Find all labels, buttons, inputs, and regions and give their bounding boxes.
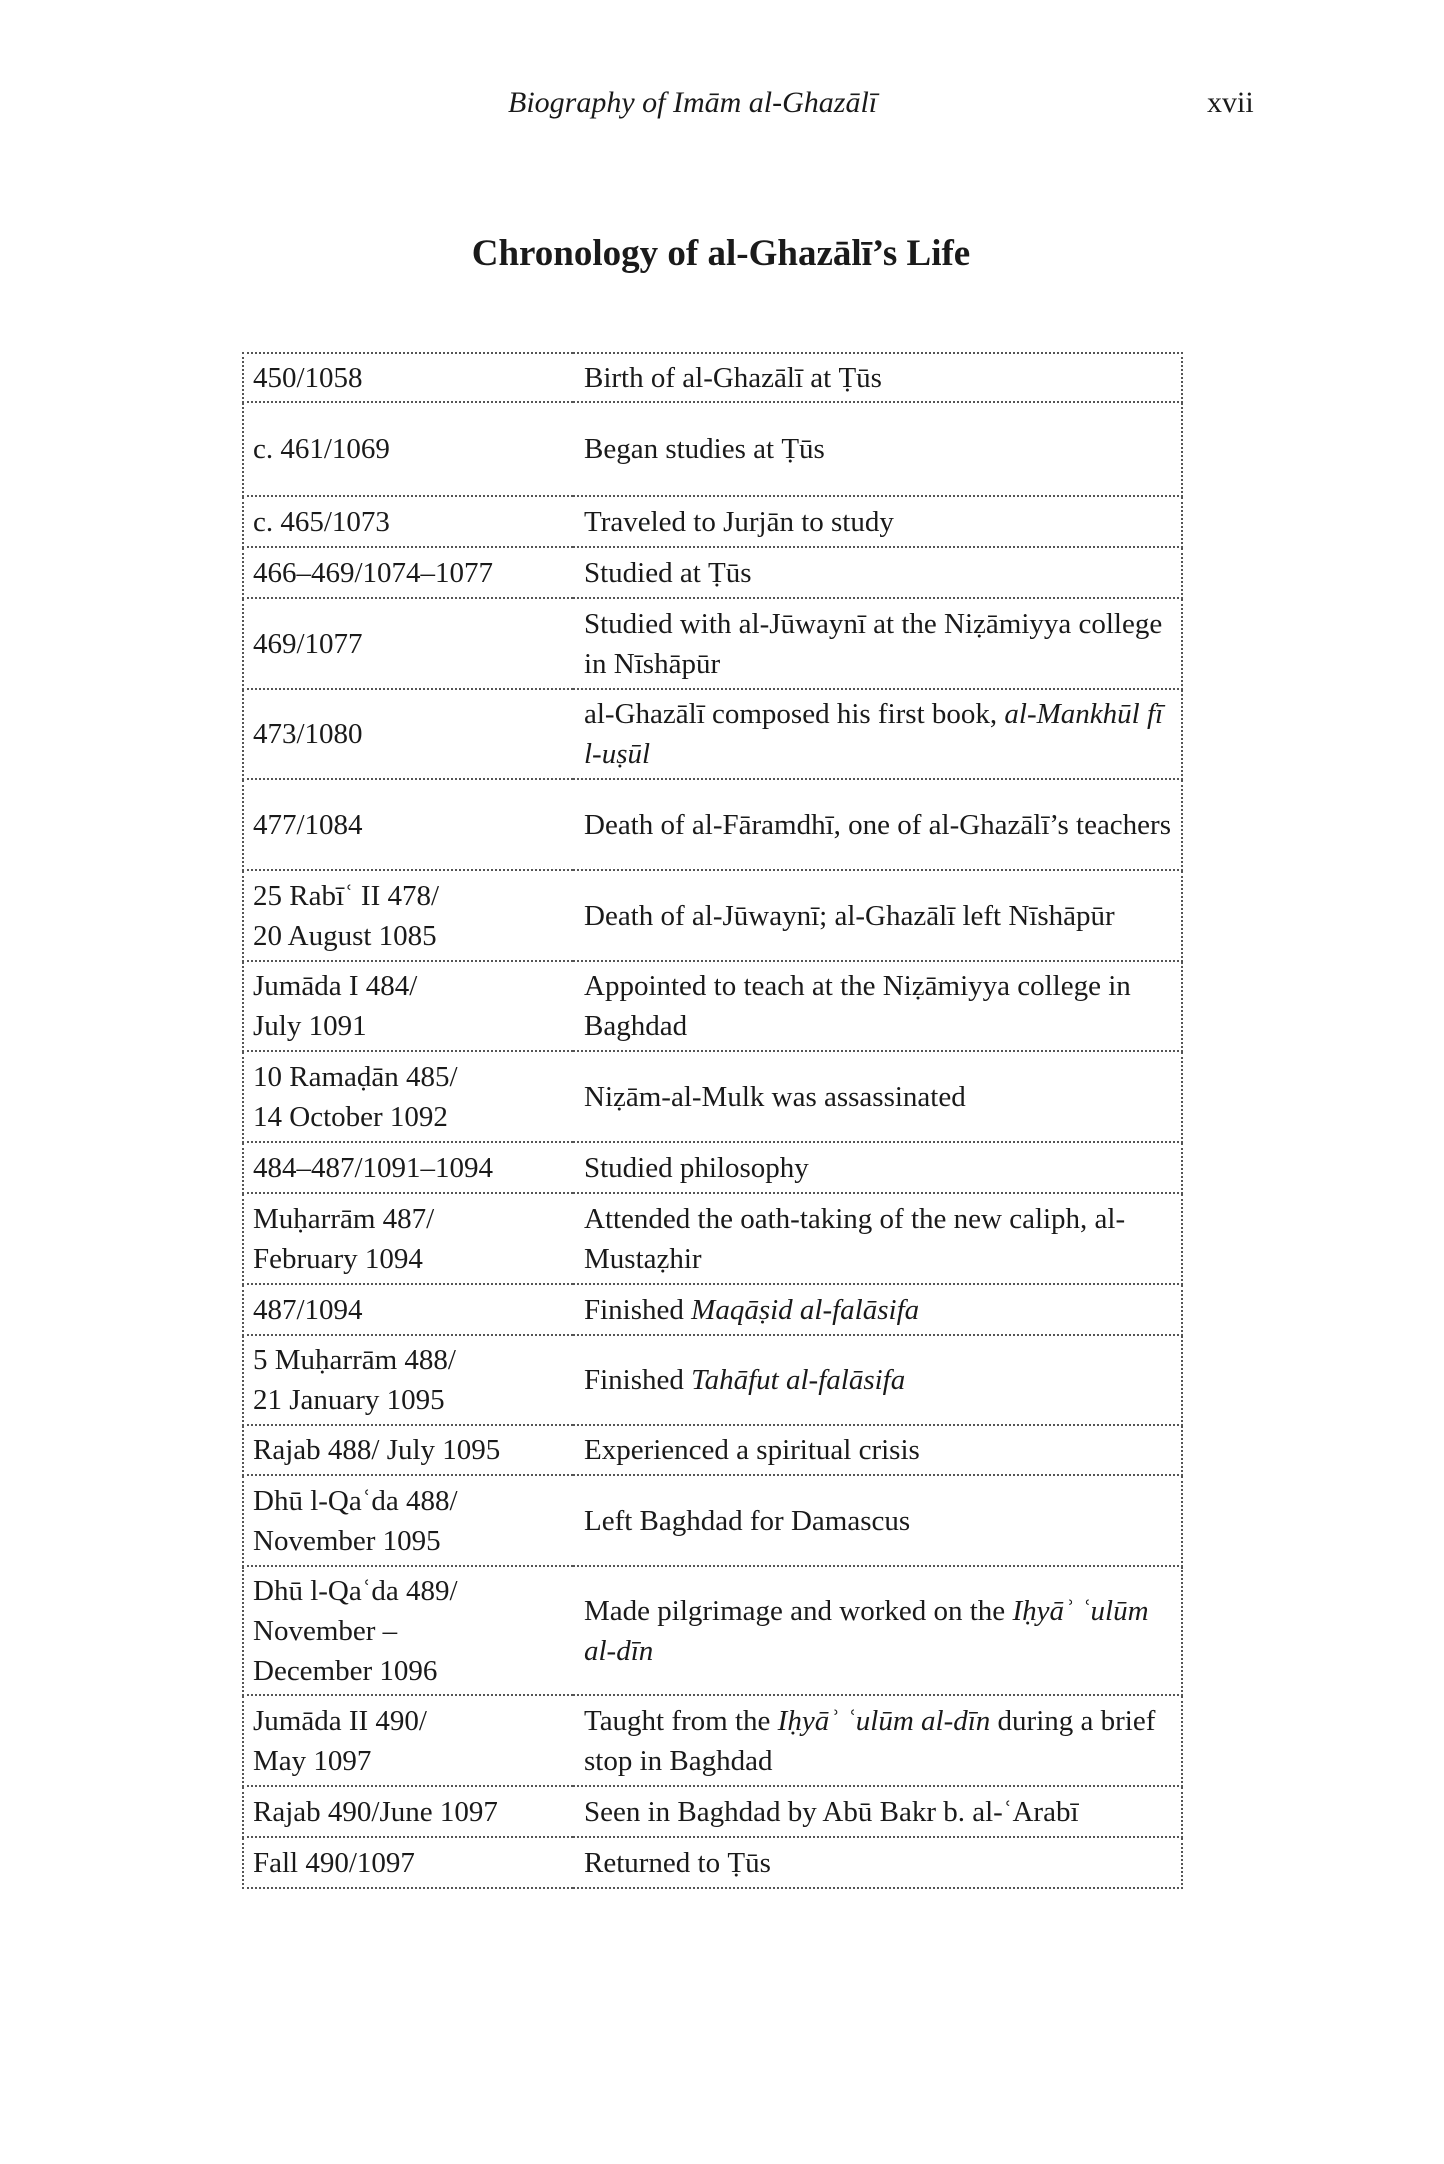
event-title-italic: al-Mankhūl fī l-uṣūl: [584, 698, 1164, 770]
event-text: Made pilgrimage and worked on the: [584, 1594, 1013, 1627]
event-text: Attended the oath-taking of the new cali…: [584, 1202, 1126, 1275]
date-cell: 473/1080: [242, 688, 573, 780]
event-cell: Finished Maqāṣid al-falāsifa: [573, 1283, 1183, 1336]
event-text: Finished: [584, 1364, 692, 1396]
date-cell: Rajab 488/ July 1095: [242, 1424, 573, 1476]
table-row: Jumāda I 484/July 1091 Appointed to teach…: [242, 960, 1183, 1052]
date-cell: 5 Muḥarrām 488/21 January 1095: [242, 1334, 573, 1426]
event-cell: Attended the oath-taking of the new cali…: [573, 1192, 1183, 1285]
date-cell: Jumāda I 484/July 1091: [242, 960, 573, 1052]
event-cell: Death of al-Jūwaynī; al-Ghazālī left Nīs…: [573, 869, 1183, 962]
table-row: Jumāda II 490/May 1097 Taught from the Iḥ…: [242, 1694, 1183, 1787]
table-row: 450/1058 Birth of al-Ghazālī at Ṭūs: [242, 352, 1183, 403]
page-title: Chronology of al-Ghazālī’s Life: [0, 232, 1444, 275]
table-row: Dhū l-Qaʿda 489/November – December 1096 M…: [242, 1565, 1183, 1696]
event-cell: Appointed to teach at the Niẓāmiyya coll…: [573, 960, 1183, 1052]
date-cell: Rajab 490/June 1097: [242, 1785, 573, 1838]
table-row: 487/1094 Finished Maqāṣid al-falāsifa: [242, 1283, 1183, 1336]
event-text: Returned to Ṭūs: [584, 1846, 771, 1879]
event-text: during a brief stop in Baghdad: [584, 1704, 1156, 1777]
event-cell: Studied at Ṭūs: [573, 546, 1183, 599]
date-cell: 25 Rabīʿ II 478/20 August 1085: [242, 869, 573, 962]
event-text: Niẓām-al-Mulk was assassinated: [584, 1080, 966, 1113]
date-cell: 450/1058: [242, 352, 573, 403]
event-cell: Made pilgrimage and worked on the Iḥyāʾ …: [573, 1565, 1183, 1696]
table-row: Rajab 490/June 1097 Seen in Baghdad by Ab…: [242, 1785, 1183, 1838]
event-text: Taught from the: [584, 1704, 778, 1737]
event-cell: Left Baghdad for Damascus: [573, 1474, 1183, 1567]
table-row: Rajab 488/ July 1095 Experienced a spirit…: [242, 1424, 1183, 1476]
event-text: al-Ghazālī composed his first book,: [584, 698, 1005, 730]
event-text: Death of al-Jūwaynī; al-Ghazālī left Nīs…: [584, 899, 1115, 932]
event-cell: Traveled to Jurjān to study: [573, 495, 1183, 548]
event-text: Left Baghdad for Damascus: [584, 1504, 911, 1537]
date-cell: c. 465/1073: [242, 495, 573, 548]
event-cell: Niẓām-al-Mulk was assassinated: [573, 1050, 1183, 1143]
date-cell: Muḥarrām 487/February 1094: [242, 1192, 573, 1285]
event-cell: Began studies at Ṭūs: [573, 401, 1183, 497]
event-text: Studied philosophy: [584, 1151, 809, 1184]
event-cell: Birth of al-Ghazālī at Ṭūs: [573, 352, 1183, 403]
event-title-italic: Iḥyāʾ ʿulūm al-dīn: [777, 1704, 991, 1737]
table-row: Muḥarrām 487/February 1094 Attended the o…: [242, 1192, 1183, 1285]
event-text: Studied at Ṭūs: [584, 556, 752, 589]
date-cell: 10 Ramaḍān 485/14 October 1092: [242, 1050, 573, 1143]
event-cell: Finished Tahāfut al-falāsifa: [573, 1334, 1183, 1426]
event-text: Experienced a spiritual crisis: [584, 1434, 920, 1466]
date-cell: Jumāda II 490/May 1097: [242, 1694, 573, 1787]
event-text: Studied with al-Jūwaynī at the Niẓāmiyya…: [584, 607, 1163, 680]
event-cell: Studied philosophy: [573, 1141, 1183, 1194]
event-cell: Taught from the Iḥyāʾ ʿulūm al-dīn durin…: [573, 1694, 1183, 1787]
event-cell: al-Ghazālī composed his first book, al-M…: [573, 688, 1183, 780]
event-text: Appointed to teach at the Niẓāmiyya coll…: [584, 970, 1131, 1042]
date-cell: Fall 490/1097: [242, 1836, 573, 1889]
table-row: c. 461/1069 Began studies at Ṭūs: [242, 401, 1183, 497]
table-row: 466–469/1074–1077 Studied at Ṭūs: [242, 546, 1183, 599]
event-text: Traveled to Jurjān to study: [584, 505, 894, 538]
table-row: Dhū l-Qaʿda 488/November 1095 Left Baghda…: [242, 1474, 1183, 1567]
date-cell: c. 461/1069: [242, 401, 573, 497]
date-cell: 466–469/1074–1077: [242, 546, 573, 599]
page-title-text: Chronology of al-Ghazālī’s Life: [471, 233, 971, 274]
table-row: 469/1077 Studied with al-Jūwaynī at the N…: [242, 597, 1183, 690]
event-cell: Experienced a spiritual crisis: [573, 1424, 1183, 1476]
date-cell: 487/1094: [242, 1283, 573, 1336]
date-cell: Dhū l-Qaʿda 489/November – December 1096: [242, 1565, 573, 1696]
table-row: Fall 490/1097 Returned to Ṭūs: [242, 1836, 1183, 1889]
date-cell: 477/1084: [242, 778, 573, 871]
event-cell: Studied with al-Jūwaynī at the Niẓāmiyya…: [573, 597, 1183, 690]
event-text: Began studies at Ṭūs: [584, 433, 825, 465]
table-row: 477/1084 Death of al-Fāramdhī, one of al-…: [242, 778, 1183, 871]
event-title-italic: Iḥyāʾ ʿulūm al-dīn: [584, 1594, 1149, 1667]
event-title-italic: Maqāṣid al-falāsifa: [691, 1293, 920, 1326]
event-text: Finished: [584, 1293, 692, 1326]
event-text: Seen in Baghdad by Abū Bakr b. al-ʿArabī: [584, 1795, 1079, 1828]
running-head-title: Biography of Imām al-Ghazālī: [508, 86, 878, 119]
date-cell: Dhū l-Qaʿda 488/November 1095: [242, 1474, 573, 1567]
page-number: xvii: [1207, 86, 1254, 119]
chronology-table: 450/1058 Birth of al-Ghazālī at Ṭūs c. 461…: [242, 352, 1183, 1889]
date-cell: 484–487/1091–1094: [242, 1141, 573, 1194]
event-text: Death of al-Fāramdhī, one of al-Ghazālī’…: [584, 808, 1171, 841]
event-cell: Returned to Ṭūs: [573, 1836, 1183, 1889]
event-cell: Death of al-Fāramdhī, one of al-Ghazālī’…: [573, 778, 1183, 871]
table-row: 484–487/1091–1094 Studied philosophy: [242, 1141, 1183, 1194]
table-row: 473/1080 al-Ghazālī composed his first bo…: [242, 688, 1183, 780]
event-title-italic: Tahāfut al-falāsifa: [691, 1364, 906, 1396]
table-row: c. 465/1073 Traveled to Jurjān to study: [242, 495, 1183, 548]
event-text: Birth of al-Ghazālī at Ṭūs: [584, 361, 882, 394]
event-cell: Seen in Baghdad by Abū Bakr b. al-ʿArabī: [573, 1785, 1183, 1838]
date-cell: 469/1077: [242, 597, 573, 690]
table-row: 5 Muḥarrām 488/21 January 1095 Finished T…: [242, 1334, 1183, 1426]
table-row: 10 Ramaḍān 485/14 October 1092 Niẓām-al-M…: [242, 1050, 1183, 1143]
table-row: 25 Rabīʿ II 478/20 August 1085 Death of a…: [242, 869, 1183, 962]
